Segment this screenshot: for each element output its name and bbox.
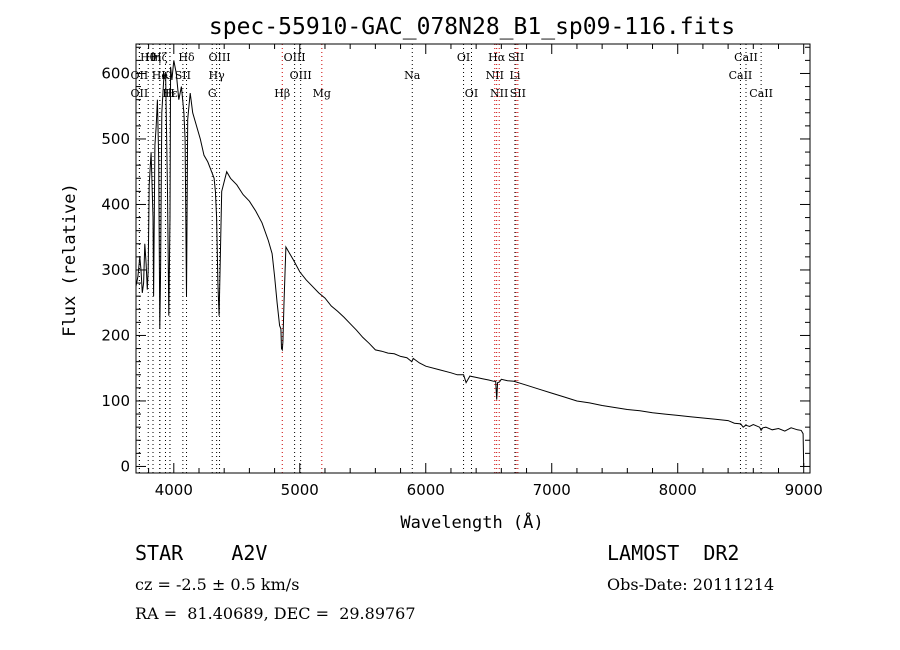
line-label: OI (457, 51, 470, 64)
line-label: NII (490, 87, 508, 100)
line-label: SII (510, 87, 526, 100)
line-label: Hη (145, 51, 161, 64)
line-label: OIII (284, 51, 306, 64)
line-label: CaII (729, 69, 753, 82)
line-label: H (165, 87, 175, 100)
chart-title: spec-55910-GAC_078N28_B1_sp09-116.fits (209, 14, 735, 40)
x-tick-label: 5000 (281, 481, 319, 499)
line-label: OIII (208, 51, 230, 64)
y-tick-label: 0 (120, 457, 130, 475)
coords-label: RA = 81.40689, DEC = 29.89767 (135, 604, 416, 623)
line-markers (138, 44, 762, 473)
line-label: CaII (734, 51, 758, 64)
y-tick-label: 100 (101, 392, 130, 410)
line-label: Hδ (178, 51, 195, 64)
line-label: SII (175, 69, 191, 82)
line-label: Li (510, 69, 521, 82)
line-label: CaII (749, 87, 773, 100)
line-label: Hβ (274, 87, 290, 100)
spectrum-line (135, 60, 805, 467)
line-label: G (208, 87, 217, 100)
x-tick-label: 7000 (533, 481, 571, 499)
classification-label: STAR A2V (135, 541, 268, 565)
x-axis-ticks: 4000 5000 6000 7000 8000 9000 (148, 44, 823, 499)
y-tick-label: 300 (101, 261, 130, 279)
y-axis-label: Flux (relative) (60, 183, 80, 337)
x-tick-label: 9000 (785, 481, 823, 499)
redshift-label: cz = -2.5 ± 0.5 km/s (135, 575, 300, 594)
x-tick-label: 8000 (659, 481, 697, 499)
line-label: Hθ (140, 51, 157, 64)
line-label: Hγ (209, 69, 226, 82)
y-tick-label: 600 (101, 64, 130, 82)
y-axis-ticks: 0 100 200 300 400 500 600 (101, 46, 810, 475)
x-tick-label: 4000 (155, 481, 193, 499)
y-tick-label: 200 (101, 326, 130, 344)
x-axis-label: Wavelength (Å) (400, 511, 543, 533)
line-label: SII (508, 51, 524, 64)
line-label: Hα (488, 51, 506, 64)
line-label: NII (486, 69, 504, 82)
line-label: Mg (313, 87, 331, 100)
plot-frame (135, 43, 811, 474)
y-tick-label: 400 (101, 195, 130, 213)
line-label: OIII (290, 69, 312, 82)
line-label: Hζ (152, 51, 168, 64)
survey-label: LAMOST DR2 (607, 541, 740, 565)
obs-date-label: Obs-Date: 20111214 (607, 575, 775, 594)
y-tick-label: 500 (101, 130, 130, 148)
line-label: OII (131, 87, 149, 100)
line-label: OII (131, 69, 149, 82)
line-label: OI (465, 87, 478, 100)
x-tick-label: 6000 (407, 481, 445, 499)
line-label: Na (404, 69, 421, 82)
